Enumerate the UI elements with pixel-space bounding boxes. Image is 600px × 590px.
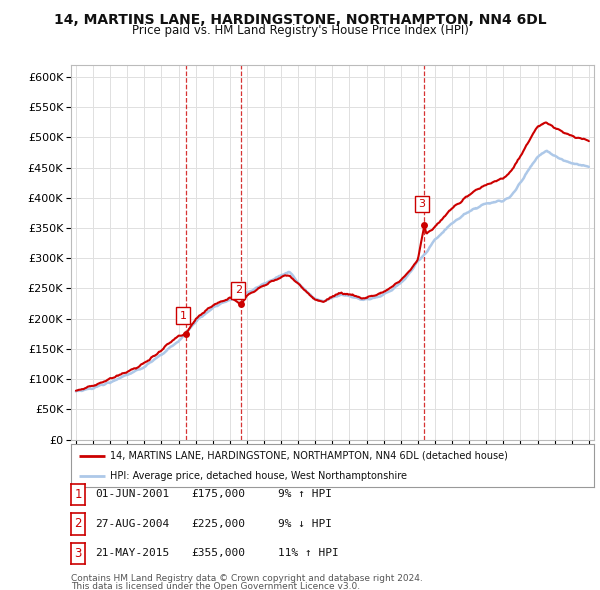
Text: 9% ↓ HPI: 9% ↓ HPI <box>278 519 332 529</box>
Text: £225,000: £225,000 <box>191 519 245 529</box>
Text: 14, MARTINS LANE, HARDINGSTONE, NORTHAMPTON, NN4 6DL (detached house): 14, MARTINS LANE, HARDINGSTONE, NORTHAMP… <box>110 451 508 461</box>
Text: 1: 1 <box>74 488 82 501</box>
Text: Contains HM Land Registry data © Crown copyright and database right 2024.: Contains HM Land Registry data © Crown c… <box>71 573 422 583</box>
Text: 9% ↑ HPI: 9% ↑ HPI <box>278 490 332 499</box>
Text: 1: 1 <box>179 311 187 321</box>
Text: 3: 3 <box>74 547 82 560</box>
Text: 21-MAY-2015: 21-MAY-2015 <box>95 549 169 558</box>
Text: £355,000: £355,000 <box>191 549 245 558</box>
Text: £175,000: £175,000 <box>191 490 245 499</box>
Text: 14, MARTINS LANE, HARDINGSTONE, NORTHAMPTON, NN4 6DL: 14, MARTINS LANE, HARDINGSTONE, NORTHAMP… <box>53 13 547 27</box>
Text: HPI: Average price, detached house, West Northamptonshire: HPI: Average price, detached house, West… <box>110 471 407 481</box>
Text: 01-JUN-2001: 01-JUN-2001 <box>95 490 169 499</box>
Text: 2: 2 <box>235 286 242 295</box>
Text: 2: 2 <box>74 517 82 530</box>
Text: 27-AUG-2004: 27-AUG-2004 <box>95 519 169 529</box>
Text: 3: 3 <box>418 199 425 209</box>
Text: This data is licensed under the Open Government Licence v3.0.: This data is licensed under the Open Gov… <box>71 582 360 590</box>
Text: Price paid vs. HM Land Registry's House Price Index (HPI): Price paid vs. HM Land Registry's House … <box>131 24 469 37</box>
Text: 11% ↑ HPI: 11% ↑ HPI <box>278 549 338 558</box>
